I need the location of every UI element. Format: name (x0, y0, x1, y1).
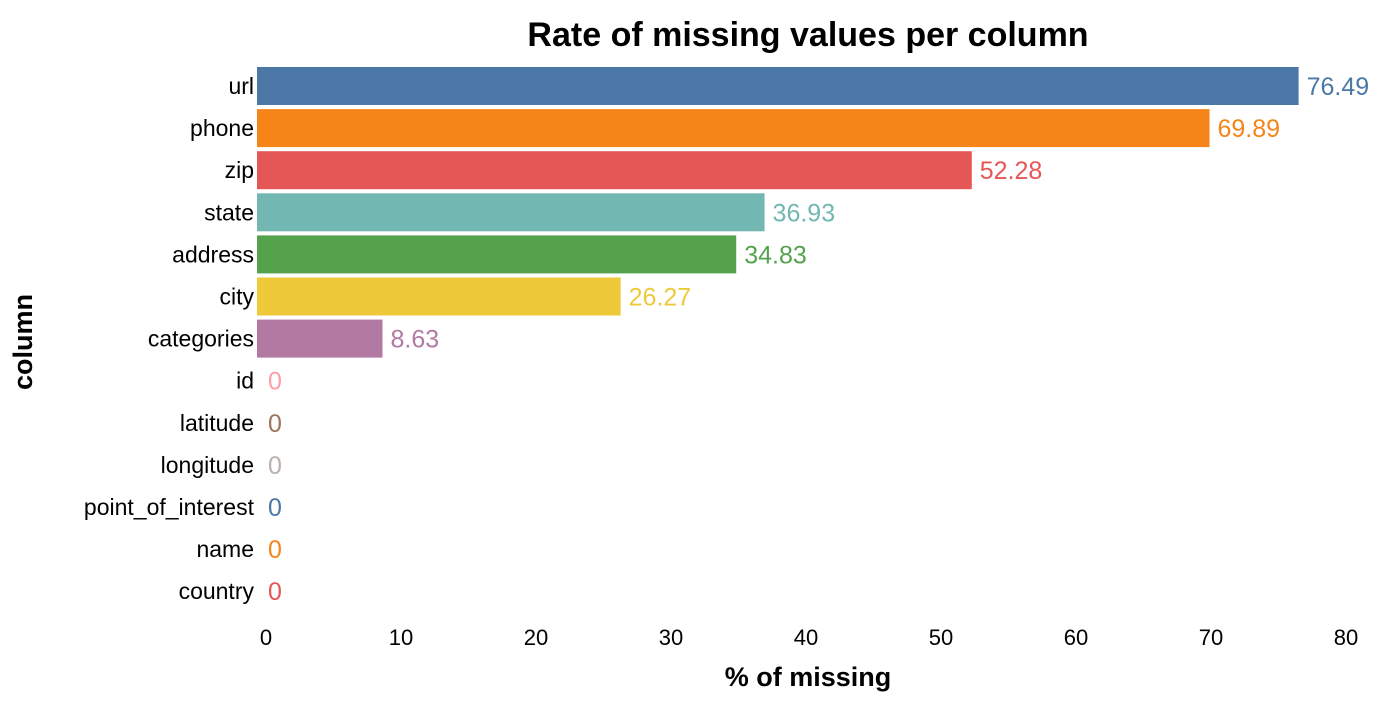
category-label-phone: phone (190, 115, 254, 141)
value-label-phone: 69.89 (1218, 115, 1281, 143)
value-label-latitude: 0 (268, 410, 282, 438)
value-label-country: 0 (268, 578, 282, 606)
category-label-city: city (220, 284, 255, 310)
category-labels: url phone zip state address city categories id l… (84, 73, 255, 604)
value-label-city: 26.27 (629, 284, 692, 312)
bar-address (257, 235, 737, 274)
category-label-state: state (204, 199, 254, 225)
x-tick-label-50: 50 (929, 625, 953, 650)
x-tick-label-10: 10 (389, 625, 413, 650)
value-label-name: 0 (268, 536, 282, 564)
bars (257, 67, 1299, 358)
x-tick-label-20: 20 (524, 625, 548, 650)
value-labels: 76.49 69.89 52.28 36.93 34.83 26.27 8.63 0 0 0 0 0 0 (268, 73, 1369, 606)
bar-url (257, 67, 1299, 105)
category-label-country: country (179, 578, 255, 604)
bar-city (257, 277, 621, 316)
x-tick-label-80: 80 (1334, 625, 1358, 650)
x-tick-label-40: 40 (794, 625, 818, 650)
value-label-id: 0 (268, 368, 282, 396)
value-label-url: 76.49 (1307, 73, 1370, 101)
bar-zip (257, 151, 972, 190)
value-label-zip: 52.28 (980, 157, 1043, 185)
value-label-longitude: 0 (268, 452, 282, 480)
value-label-address: 34.83 (744, 241, 807, 269)
x-axis-title: % of missing (725, 662, 892, 692)
value-label-point-of-interest: 0 (268, 494, 282, 522)
bar-state (257, 193, 765, 232)
x-tick-label-30: 30 (659, 625, 683, 650)
x-axis-ticks: 0 10 20 30 40 50 60 70 80 (260, 625, 1358, 650)
value-label-state: 36.93 (773, 199, 836, 227)
category-label-address: address (172, 241, 254, 267)
category-label-name: name (196, 536, 254, 562)
bar-categories (257, 319, 383, 358)
category-label-point-of-interest: point_of_interest (84, 494, 255, 520)
value-label-categories: 8.63 (391, 326, 440, 354)
y-axis-title: column (8, 294, 38, 390)
bar-phone (257, 109, 1210, 148)
x-tick-label-70: 70 (1199, 625, 1223, 650)
category-label-longitude: longitude (161, 452, 254, 478)
category-label-categories: categories (148, 326, 254, 352)
category-label-url: url (228, 73, 254, 99)
category-label-latitude: latitude (180, 410, 254, 436)
category-label-id: id (236, 368, 254, 394)
x-tick-label-0: 0 (260, 625, 272, 650)
category-label-zip: zip (225, 157, 254, 183)
chart-title: Rate of missing values per column (527, 16, 1088, 54)
x-tick-label-60: 60 (1064, 625, 1088, 650)
